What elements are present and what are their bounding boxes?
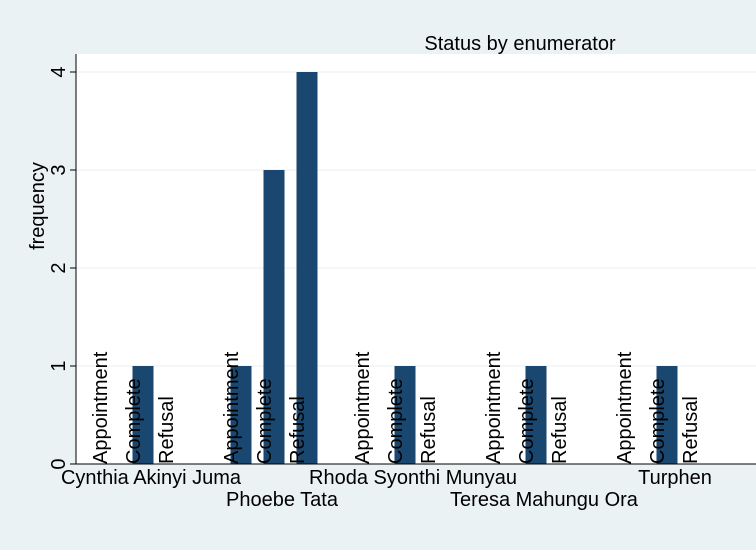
group-label: Phoebe Tata — [226, 489, 339, 511]
bar-status-label: Refusal — [156, 396, 178, 464]
y-ticks: 0 1 2 3 4 — [48, 66, 76, 470]
bar — [263, 170, 285, 464]
bar — [656, 366, 678, 464]
bar-status-label: Appointment — [614, 351, 636, 464]
group-label: Rhoda Syonthi Munyau — [309, 467, 517, 489]
bar-status-label: Refusal — [418, 396, 440, 464]
y-axis-label: frequency — [27, 162, 49, 250]
y-tick-label: 0 — [48, 458, 70, 469]
bar-status-label: Appointment — [221, 351, 243, 464]
bar-labels: Appointment Complete Refusal Appointment Com… — [90, 351, 702, 464]
bar-status-label: Complete — [385, 378, 407, 464]
bar-status-label: Complete — [254, 378, 276, 464]
chart-title: Status by enumerator — [424, 33, 616, 55]
bars — [132, 72, 678, 464]
bar — [394, 366, 416, 464]
bar-status-label: Refusal — [680, 396, 702, 464]
bar — [525, 366, 547, 464]
y-tick-label: 1 — [48, 360, 70, 371]
bar-status-label: Complete — [647, 378, 669, 464]
group-label: Teresa Mahungu Ora — [450, 489, 639, 511]
gridlines — [76, 71, 756, 367]
bar-status-label: Complete — [516, 378, 538, 464]
bar — [132, 366, 154, 464]
bar-status-label: Appointment — [352, 351, 374, 464]
bar-status-label: Refusal — [287, 396, 309, 464]
bar-status-label: Complete — [123, 378, 145, 464]
bar-status-label: Appointment — [483, 351, 505, 464]
bar-status-label: Appointment — [90, 351, 112, 464]
y-tick-label: 4 — [48, 66, 70, 77]
group-label: Turphen — [638, 467, 712, 489]
bar-status-label: Refusal — [549, 396, 571, 464]
bar — [230, 366, 252, 464]
plot-area — [76, 54, 756, 464]
y-tick-label: 2 — [48, 262, 70, 273]
bar — [296, 72, 318, 464]
group-label: Cynthia Akinyi Juma — [61, 467, 242, 489]
y-tick-label: 3 — [48, 164, 70, 175]
axes — [75, 54, 756, 465]
